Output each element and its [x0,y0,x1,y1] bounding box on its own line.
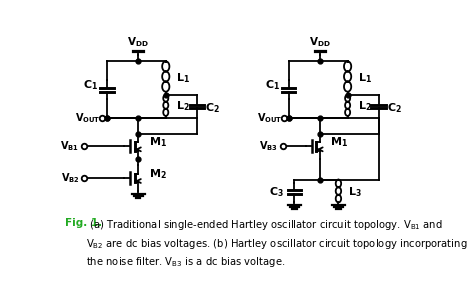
Text: M$_\mathbf{2}$: M$_\mathbf{2}$ [148,167,166,181]
Text: C$_\mathbf{1}$: C$_\mathbf{1}$ [264,78,280,92]
Text: V$_{\mathbf{DD}}$: V$_{\mathbf{DD}}$ [128,35,149,49]
Text: L$_\mathbf{3}$: L$_\mathbf{3}$ [348,185,362,199]
Text: V$_{\mathbf{B3}}$: V$_{\mathbf{B3}}$ [259,139,278,153]
Text: V$_{\mathbf{OUT}}$: V$_{\mathbf{OUT}}$ [75,111,100,125]
Text: C$_\mathbf{3}$: C$_\mathbf{3}$ [269,185,284,199]
Text: L$_\mathbf{2}$: L$_\mathbf{2}$ [176,99,190,113]
Text: C$_\mathbf{1}$: C$_\mathbf{1}$ [82,78,98,92]
Text: V$_{\mathbf{OUT}}$: V$_{\mathbf{OUT}}$ [256,111,282,125]
Text: M$_\mathbf{1}$: M$_\mathbf{1}$ [330,135,348,149]
Text: (a) Traditional single-ended Hartley oscillator circuit topology. V$_{\rm B1}$ a: (a) Traditional single-ended Hartley osc… [86,218,467,269]
Text: V$_{\mathbf{DD}}$: V$_{\mathbf{DD}}$ [309,35,331,49]
Text: L$_\mathbf{1}$: L$_\mathbf{1}$ [176,71,190,85]
Text: V$_{\mathbf{B2}}$: V$_{\mathbf{B2}}$ [61,171,80,185]
Text: L$_\mathbf{1}$: L$_\mathbf{1}$ [357,71,372,85]
Text: C$_\mathbf{2}$: C$_\mathbf{2}$ [387,101,402,115]
Text: Fig. 1.: Fig. 1. [65,218,102,228]
Text: M$_\mathbf{1}$: M$_\mathbf{1}$ [148,135,166,149]
Text: C$_\mathbf{2}$: C$_\mathbf{2}$ [205,101,220,115]
Text: V$_{\mathbf{B1}}$: V$_{\mathbf{B1}}$ [60,139,80,153]
Text: L$_\mathbf{2}$: L$_\mathbf{2}$ [357,99,372,113]
